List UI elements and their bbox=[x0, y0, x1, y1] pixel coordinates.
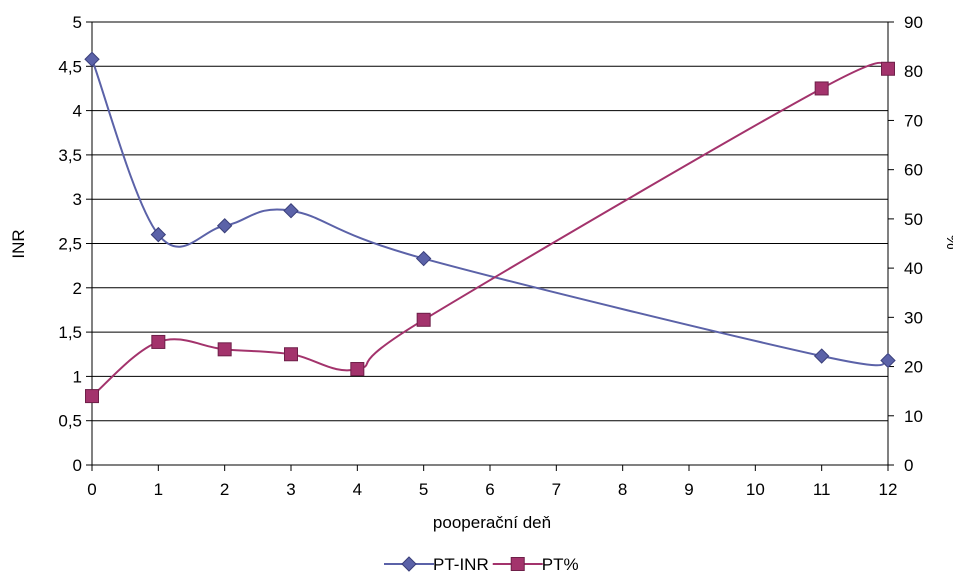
square-data-point bbox=[416, 312, 431, 327]
y-axis-left-title: INR bbox=[9, 229, 28, 258]
x-tick-label: 6 bbox=[485, 480, 494, 499]
axis-labels: pooperační deň INR % bbox=[9, 229, 953, 532]
y-left-tick-label: 1 bbox=[73, 367, 82, 386]
x-tick-label: 4 bbox=[353, 480, 362, 499]
x-tick-label: 2 bbox=[220, 480, 229, 499]
y-left-tick-label: 0,5 bbox=[58, 412, 82, 431]
y-right-tick-label: 30 bbox=[904, 308, 923, 327]
x-tick-label: 9 bbox=[684, 480, 693, 499]
y-left-tick-label: 4,5 bbox=[58, 57, 82, 76]
diamond-data-point bbox=[150, 226, 167, 243]
square-data-point bbox=[151, 334, 166, 349]
y-right-tick-label: 60 bbox=[904, 161, 923, 180]
y-axis-right-title: % bbox=[943, 234, 953, 249]
square-data-point bbox=[881, 61, 895, 76]
y-right-tick-label: 80 bbox=[904, 62, 923, 81]
y-left-tick-label: 0 bbox=[73, 456, 82, 475]
x-tick-label: 8 bbox=[618, 480, 627, 499]
y-left-tick-label: 2 bbox=[73, 279, 82, 298]
x-axis-title: pooperační deň bbox=[433, 513, 551, 532]
x-tick-label: 0 bbox=[87, 480, 96, 499]
legend: PT-INR PT% bbox=[384, 555, 579, 574]
x-tick-label: 12 bbox=[879, 480, 898, 499]
series bbox=[84, 51, 896, 404]
y-right-tick-label: 20 bbox=[904, 358, 923, 377]
x-tick-label: 7 bbox=[552, 480, 561, 499]
y-left-tick-label: 4 bbox=[73, 102, 82, 121]
gridlines bbox=[92, 21, 888, 422]
y-right-tick-label: 70 bbox=[904, 111, 923, 130]
y-left-tick-label: 3 bbox=[73, 190, 82, 209]
square-data-point bbox=[284, 347, 298, 362]
y-right-tick-label: 90 bbox=[904, 13, 923, 32]
x-tick-label: 3 bbox=[286, 480, 295, 499]
legend-label: PT% bbox=[542, 555, 579, 574]
y-left-tick-label: 2,5 bbox=[58, 235, 82, 254]
diamond-data-point bbox=[84, 51, 100, 67]
legend-diamond-marker bbox=[401, 556, 417, 572]
legend-square-marker bbox=[510, 557, 525, 571]
series-pt- bbox=[85, 61, 895, 404]
square-data-point bbox=[350, 362, 365, 377]
y-left-tick-label: 1,5 bbox=[58, 323, 82, 342]
x-tick-label: 5 bbox=[419, 480, 428, 499]
diamond-data-point bbox=[813, 348, 830, 364]
x-tick-label: 11 bbox=[813, 480, 831, 499]
legend-entry: PT% bbox=[492, 555, 579, 574]
series-pt-inr bbox=[84, 51, 896, 369]
square-data-point bbox=[814, 81, 829, 96]
axes: 00,511,522,533,544,550102030405060708090… bbox=[58, 13, 923, 499]
legend-entry: PT-INR bbox=[384, 555, 489, 574]
diamond-data-point bbox=[415, 250, 432, 267]
diamond-data-point bbox=[283, 203, 299, 219]
square-data-point bbox=[217, 342, 232, 357]
x-tick-label: 1 bbox=[154, 480, 163, 499]
square-data-point bbox=[85, 389, 99, 404]
y-left-tick-label: 5 bbox=[73, 13, 82, 32]
series-line bbox=[91, 61, 889, 397]
y-left-tick-label: 3,5 bbox=[58, 146, 82, 165]
diamond-data-point bbox=[880, 352, 896, 369]
y-right-tick-label: 10 bbox=[904, 407, 923, 426]
x-tick-label: 10 bbox=[746, 480, 765, 499]
diamond-data-point bbox=[216, 218, 233, 234]
series-line bbox=[91, 58, 889, 367]
y-right-tick-label: 50 bbox=[904, 210, 923, 229]
legend-label: PT-INR bbox=[433, 555, 489, 574]
y-right-tick-label: 0 bbox=[904, 456, 913, 475]
y-right-tick-label: 40 bbox=[904, 259, 923, 278]
